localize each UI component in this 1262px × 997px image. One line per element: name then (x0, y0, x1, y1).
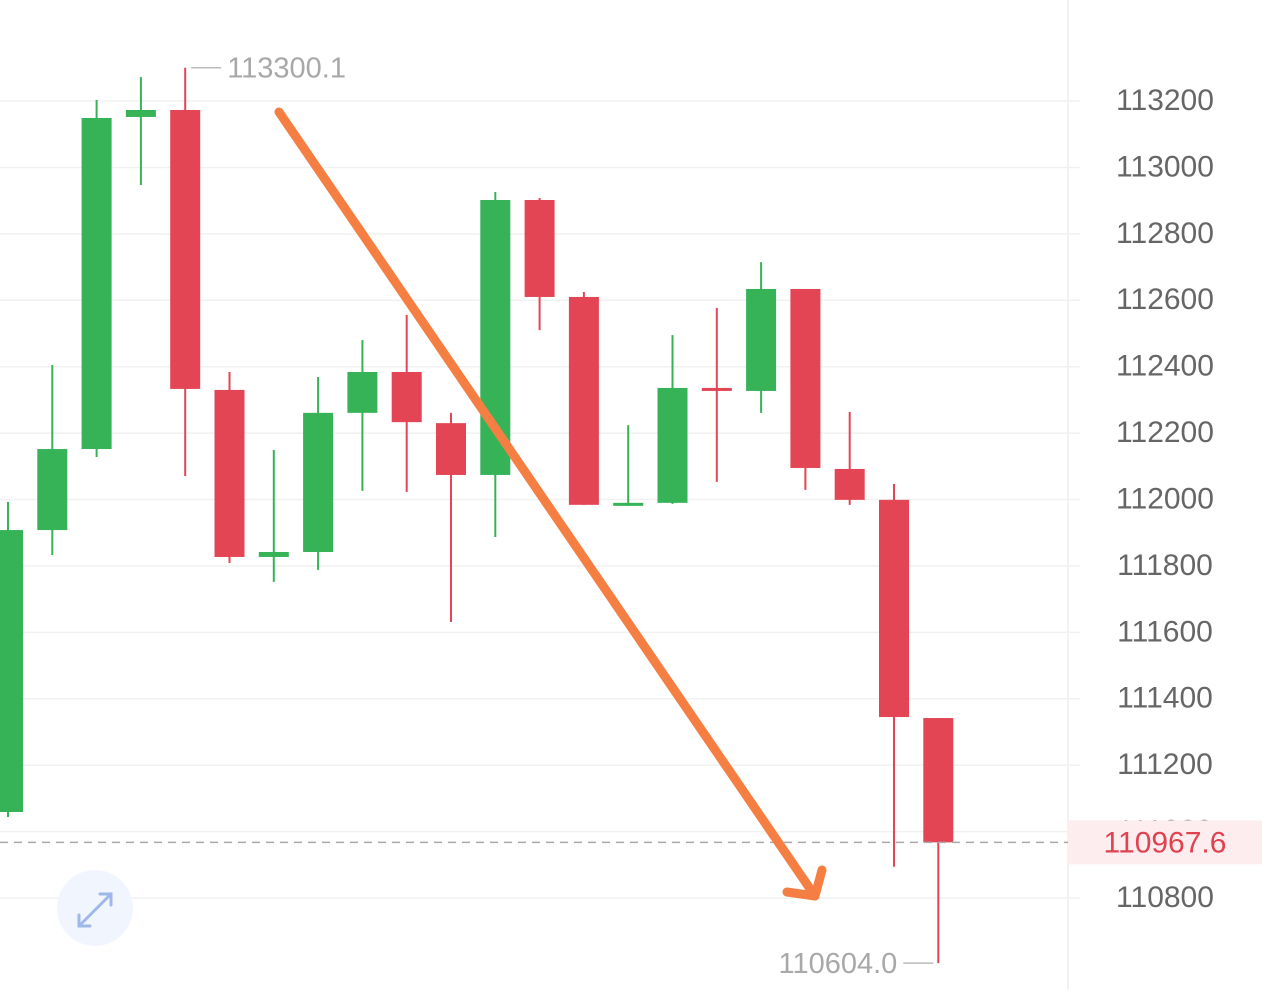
last-price-label: 110967.6 (1104, 826, 1227, 859)
y-tick-label: 110800 (1116, 881, 1214, 914)
y-tick-label: 113200 (1116, 84, 1214, 117)
arrow-head (782, 865, 827, 901)
candle-body (524, 199, 555, 297)
candle-body (879, 499, 909, 718)
y-tick-label: 111800 (1117, 549, 1213, 582)
candle-body (790, 288, 821, 468)
low-marker-label: 110604.0 (778, 948, 897, 980)
arrow-shaft (274, 107, 820, 901)
last-price-box (1068, 820, 1262, 865)
candle-body (746, 288, 777, 391)
candle-body (125, 109, 156, 117)
candle-body (258, 551, 289, 557)
candle-body (613, 502, 644, 506)
trend-arrow (274, 107, 827, 901)
candle-body (391, 372, 422, 423)
candle-body (436, 423, 466, 475)
y-tick-label: 111600 (1117, 615, 1213, 648)
candle-body (657, 387, 688, 503)
y-tick-label: 112400 (1116, 350, 1214, 383)
expand-icon[interactable] (77, 892, 113, 928)
candle-body (568, 296, 599, 505)
y-tick-label: 112600 (1116, 283, 1214, 316)
plot: 1108001110001112001114001116001118001120… (0, 52, 1262, 980)
y-tick-label: 112200 (1116, 416, 1214, 449)
candle-body (0, 530, 23, 813)
candle-body (834, 468, 865, 500)
y-tick-label: 111400 (1117, 682, 1213, 715)
expand-button[interactable] (57, 870, 133, 946)
y-tick-label: 113000 (1116, 150, 1214, 183)
candle-body (37, 449, 68, 531)
candle-body (170, 109, 201, 389)
candle-body (214, 389, 245, 557)
candle-body (923, 718, 954, 843)
candle-body (81, 117, 112, 450)
candle-body (701, 387, 732, 391)
high-marker-label: 113300.1 (227, 52, 346, 84)
candle-body (347, 372, 378, 413)
y-tick-label: 112800 (1116, 217, 1214, 250)
candle-body (303, 412, 334, 552)
y-tick-label: 111200 (1117, 748, 1213, 781)
y-tick-label: 112000 (1116, 482, 1214, 515)
